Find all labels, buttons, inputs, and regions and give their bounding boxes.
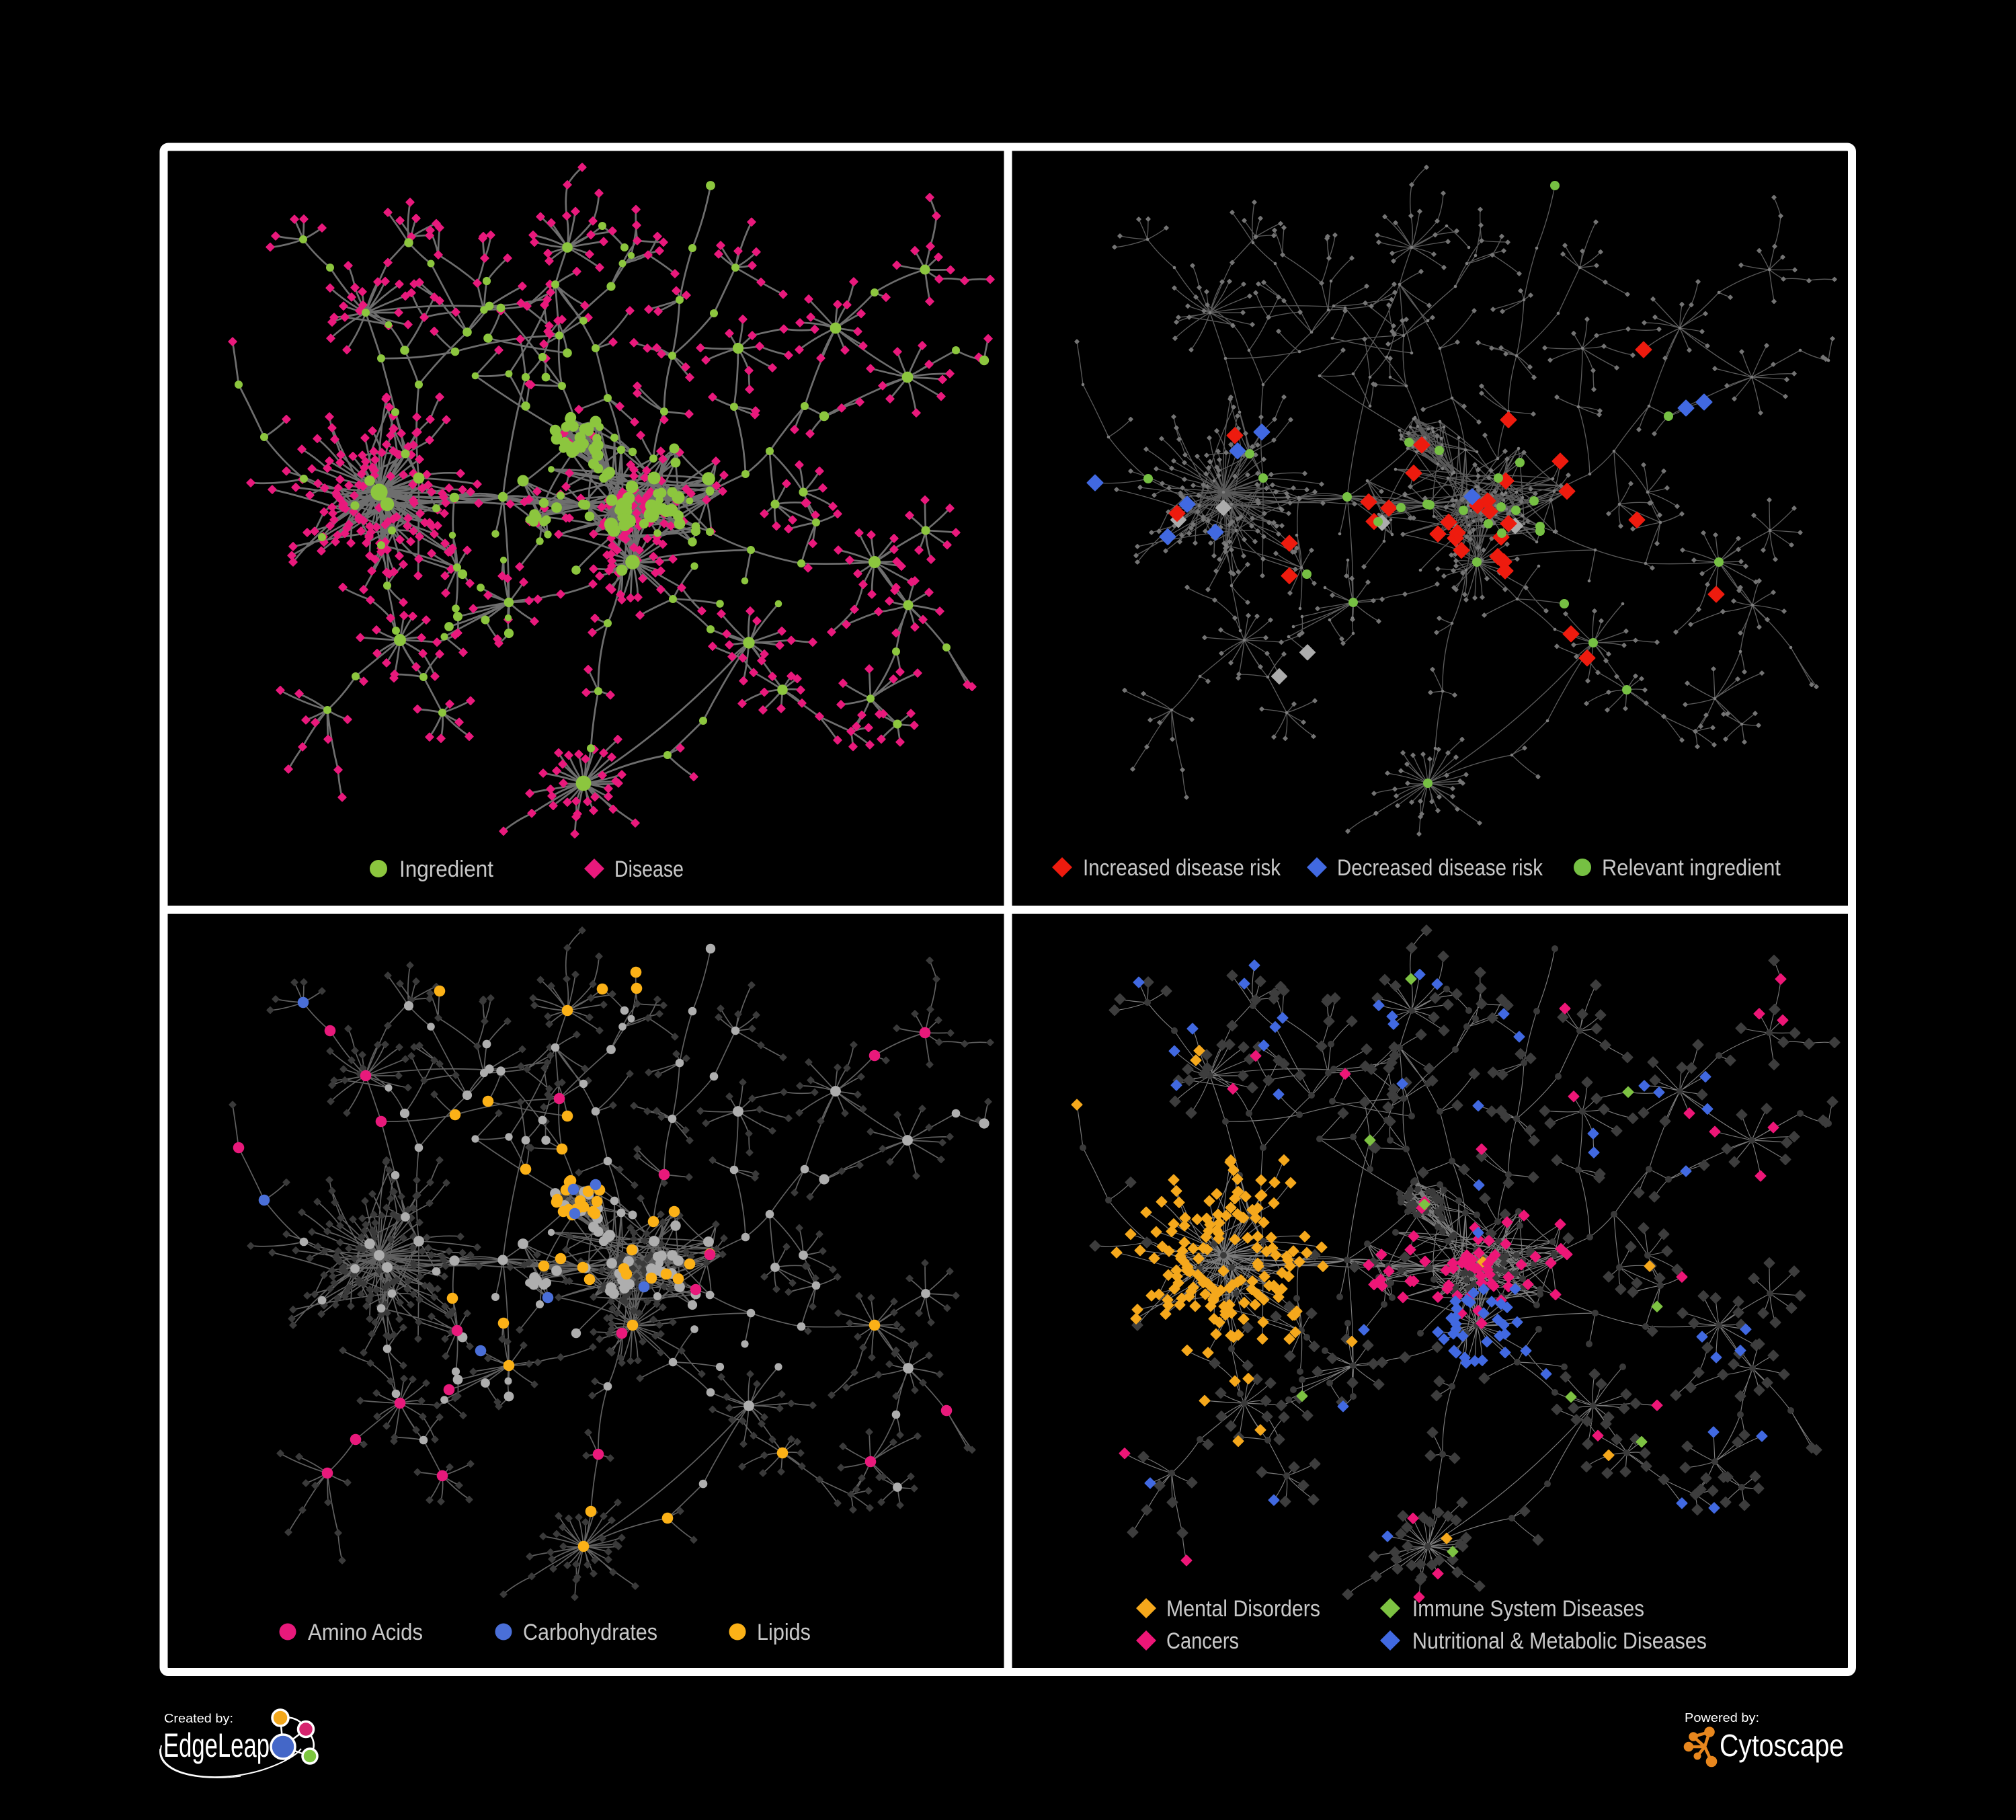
- svg-text:Created by:: Created by:: [164, 1712, 233, 1725]
- svg-text:Increased disease risk: Increased disease risk: [1083, 855, 1281, 881]
- svg-text:Carbohydrates: Carbohydrates: [523, 1620, 657, 1645]
- svg-text:Relevant ingredient: Relevant ingredient: [1602, 855, 1781, 881]
- svg-text:Cancers: Cancers: [1166, 1628, 1239, 1654]
- svg-text:Amino Acids: Amino Acids: [308, 1620, 423, 1645]
- svg-text:Mental Disorders: Mental Disorders: [1166, 1596, 1320, 1622]
- svg-text:Disease: Disease: [614, 857, 684, 882]
- svg-text:Cytoscape: Cytoscape: [1720, 1728, 1844, 1763]
- svg-text:Immune System Diseases: Immune System Diseases: [1412, 1596, 1644, 1622]
- svg-text:Nutritional & Metabolic Diseas: Nutritional & Metabolic Diseases: [1412, 1628, 1707, 1654]
- svg-text:EdgeLeap: EdgeLeap: [163, 1727, 270, 1764]
- svg-text:Decreased disease risk: Decreased disease risk: [1337, 855, 1543, 881]
- svg-text:Powered by:: Powered by:: [1685, 1711, 1759, 1725]
- svg-text:Lipids: Lipids: [757, 1620, 811, 1645]
- svg-text:Ingredient: Ingredient: [399, 857, 494, 882]
